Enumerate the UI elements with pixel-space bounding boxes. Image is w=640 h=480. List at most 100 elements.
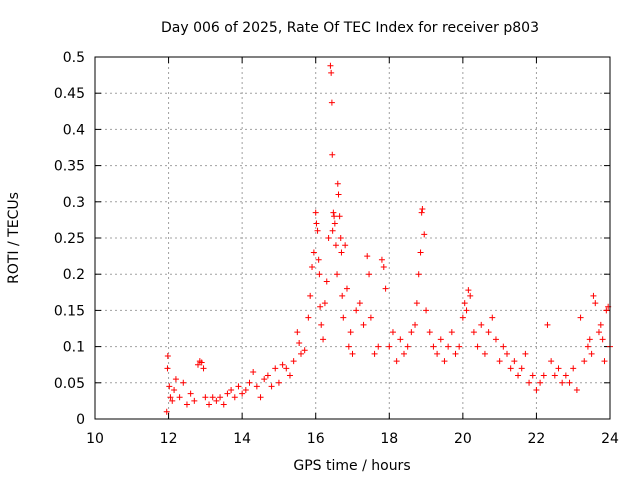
data-point (599, 336, 606, 343)
y-tick-label: 0.4 (63, 122, 85, 138)
data-point (417, 249, 424, 256)
data-point (419, 206, 426, 213)
x-tick-label: 16 (307, 431, 325, 447)
data-point (163, 408, 170, 415)
data-point (307, 292, 314, 299)
data-point (224, 390, 231, 397)
data-point (200, 365, 207, 372)
data-point (328, 69, 335, 76)
data-point (309, 263, 316, 270)
data-point (415, 271, 422, 278)
data-point (597, 321, 604, 328)
data-point (437, 336, 444, 343)
data-point (548, 358, 555, 365)
data-point (423, 307, 430, 314)
data-point (452, 350, 459, 357)
data-point (313, 220, 320, 227)
y-tick-label: 0.1 (63, 340, 85, 356)
data-point (329, 227, 336, 234)
data-point (566, 379, 573, 386)
data-point (298, 350, 304, 357)
data-point (401, 350, 407, 357)
data-point (500, 343, 507, 350)
data-point (478, 321, 485, 328)
data-point (220, 401, 227, 408)
data-point (329, 151, 336, 158)
data-point (253, 383, 260, 390)
data-point (213, 397, 220, 404)
data-point (195, 361, 201, 368)
data-point (261, 376, 268, 383)
data-point (364, 253, 371, 260)
data-point (573, 387, 580, 394)
data-point (404, 343, 411, 350)
data-point (331, 220, 338, 227)
data-point (202, 394, 209, 401)
y-tick-label: 0.15 (54, 303, 85, 319)
data-point (286, 372, 293, 379)
data-point (360, 321, 367, 328)
data-point (294, 329, 301, 336)
data-point (235, 383, 242, 390)
data-points (163, 62, 613, 415)
x-tick-label: 18 (380, 431, 398, 447)
data-point (334, 271, 341, 278)
data-point (290, 358, 297, 365)
data-point (167, 394, 174, 401)
data-point (426, 329, 433, 336)
data-point (492, 336, 499, 343)
data-point (581, 358, 588, 365)
y-tick-label: 0.05 (54, 376, 85, 392)
data-point (397, 336, 404, 343)
data-point (283, 365, 290, 372)
data-point (584, 343, 591, 350)
data-point (272, 365, 279, 372)
data-point (445, 343, 452, 350)
data-point (217, 394, 224, 401)
data-point (327, 62, 334, 69)
data-point (320, 336, 327, 343)
data-point (301, 347, 308, 354)
data-point (330, 209, 337, 216)
data-point (592, 300, 599, 307)
data-point (375, 343, 382, 350)
data-point (481, 350, 488, 357)
data-point (187, 390, 194, 397)
data-point (345, 343, 352, 350)
data-point (367, 314, 374, 321)
y-tick-label: 0.3 (63, 195, 85, 211)
data-point (171, 387, 178, 394)
data-point (434, 350, 441, 357)
data-point (577, 314, 584, 321)
data-point (544, 321, 551, 328)
data-point (239, 390, 246, 397)
x-tick-label: 20 (454, 431, 472, 447)
data-point (321, 300, 328, 307)
data-point (529, 372, 536, 379)
data-point (242, 387, 249, 394)
data-point (588, 350, 595, 357)
data-point (386, 343, 393, 350)
x-axis-label: GPS time / hours (293, 458, 410, 474)
data-point (198, 359, 205, 366)
x-tick-label: 10 (86, 431, 104, 447)
data-point (338, 249, 345, 256)
data-point (231, 394, 238, 401)
data-point (382, 285, 389, 292)
data-point (448, 329, 455, 336)
data-point (522, 350, 529, 357)
data-point (246, 379, 253, 386)
y-tick-label: 0.35 (54, 159, 85, 175)
data-point (279, 361, 286, 368)
data-point (310, 249, 317, 256)
data-point (312, 209, 319, 216)
data-point (378, 256, 385, 263)
data-point (595, 329, 602, 336)
data-point (176, 394, 183, 401)
x-tick-label: 12 (160, 431, 178, 447)
data-point (586, 336, 593, 343)
data-point (331, 213, 338, 220)
data-point (353, 307, 360, 314)
data-point (515, 372, 522, 379)
